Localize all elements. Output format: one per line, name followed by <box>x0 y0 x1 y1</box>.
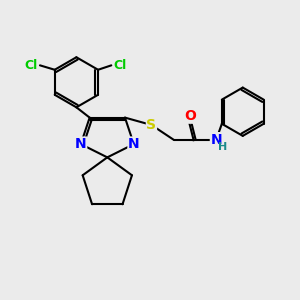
Text: O: O <box>184 109 196 123</box>
Text: N: N <box>128 137 140 151</box>
Text: N: N <box>210 133 222 147</box>
Text: Cl: Cl <box>113 59 127 72</box>
Text: H: H <box>218 142 227 152</box>
Text: Cl: Cl <box>25 59 38 72</box>
Text: N: N <box>75 137 87 151</box>
Text: S: S <box>146 118 157 132</box>
